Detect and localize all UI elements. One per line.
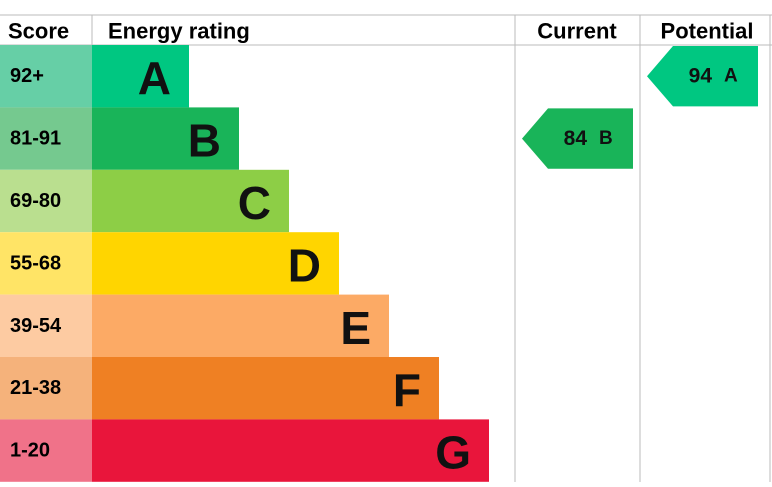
header-potential: Potential [661,19,754,44]
score-label: 39-54 [10,315,62,337]
score-label: 92+ [10,65,44,87]
score-cell [0,419,92,482]
rating-letter: G [435,427,471,479]
current-arrow [522,108,633,169]
rating-bar [92,232,339,295]
score-cell [0,169,92,233]
score-cell [0,294,92,357]
score-cell [0,357,92,420]
potential-arrow [647,46,758,107]
rating-bar [92,294,389,357]
potential-letter: A [724,66,738,87]
score-cell [0,45,92,108]
rating-letter: E [340,302,371,354]
rating-bar [92,419,489,482]
score-label: 55-68 [10,252,61,274]
header-current: Current [537,19,617,44]
header-rating: Energy rating [108,19,250,44]
score-label: 69-80 [10,190,61,212]
potential-value: 94 [689,65,713,88]
rating-letter: C [238,177,271,229]
score-label: 1-20 [10,440,50,462]
rating-letter: A [138,52,171,104]
score-cell [0,107,92,170]
score-cell [0,232,92,295]
rating-letter: F [393,364,421,416]
current-letter: B [599,128,613,149]
rating-bar [92,107,239,170]
current-value: 84 [564,127,588,150]
rating-bar [92,45,189,108]
rating-letter: B [188,115,221,167]
rating-bar [92,169,289,233]
rating-bar [92,357,439,420]
score-label: 21-38 [10,377,61,399]
header-score: Score [8,19,69,44]
rating-letter: D [288,239,321,291]
score-label: 81-91 [10,128,61,150]
